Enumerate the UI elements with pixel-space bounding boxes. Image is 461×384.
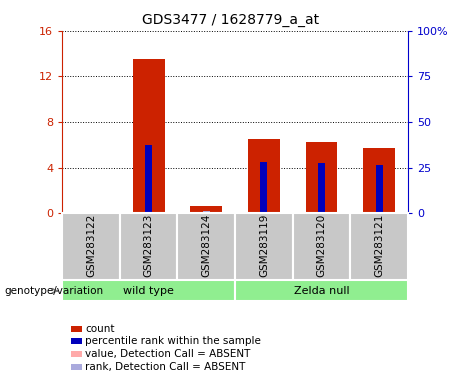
Text: wild type: wild type — [123, 286, 174, 296]
Bar — [133, 59, 165, 213]
Text: percentile rank within the sample: percentile rank within the sample — [85, 336, 261, 346]
Bar — [350, 213, 408, 280]
Text: GSM283124: GSM283124 — [201, 214, 211, 277]
Text: value, Detection Call = ABSENT: value, Detection Call = ABSENT — [85, 349, 251, 359]
Bar — [260, 162, 267, 213]
Bar — [62, 213, 120, 280]
Text: count: count — [85, 324, 115, 334]
Text: GDS3477 / 1628779_a_at: GDS3477 / 1628779_a_at — [142, 13, 319, 27]
Bar — [363, 148, 395, 213]
Bar — [203, 211, 210, 213]
Text: GSM283121: GSM283121 — [374, 214, 384, 277]
Bar — [62, 280, 235, 301]
Text: GSM283119: GSM283119 — [259, 214, 269, 277]
Text: rank, Detection Call = ABSENT: rank, Detection Call = ABSENT — [85, 362, 246, 372]
Text: genotype/variation: genotype/variation — [5, 286, 104, 296]
Bar — [235, 213, 293, 280]
Text: GSM283120: GSM283120 — [317, 214, 326, 277]
Bar — [376, 165, 383, 213]
Bar — [120, 213, 177, 280]
Bar — [190, 206, 222, 213]
Bar — [177, 213, 235, 280]
Text: GSM283122: GSM283122 — [86, 214, 96, 277]
Bar — [248, 139, 280, 213]
Bar — [293, 213, 350, 280]
Bar — [306, 142, 337, 213]
Text: GSM283123: GSM283123 — [144, 214, 154, 277]
Bar — [75, 212, 107, 213]
Bar — [318, 163, 325, 213]
Bar — [145, 145, 152, 213]
Text: Zelda null: Zelda null — [294, 286, 349, 296]
Bar — [235, 280, 408, 301]
